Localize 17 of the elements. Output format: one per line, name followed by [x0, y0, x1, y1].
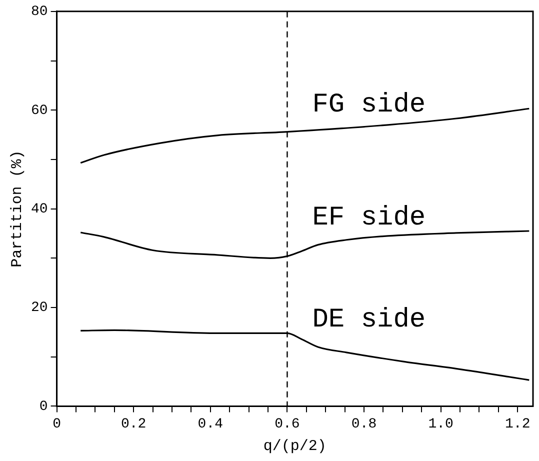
x-tick-label: 0.8: [351, 416, 377, 432]
series-label: EF side: [312, 203, 426, 234]
x-tick-label: 1.2: [505, 416, 530, 432]
x-tick-label: 0: [52, 416, 62, 432]
y-tick-label: 60: [30, 102, 48, 119]
y-axis-title: Partition (%): [8, 150, 26, 268]
x-tick-label: 1.0: [428, 416, 454, 432]
y-tick-label: 0: [39, 398, 48, 415]
y-tick-label: 80: [30, 4, 48, 20]
series-label: DE side: [312, 306, 426, 336]
x-tick-label: 0.4: [198, 416, 224, 432]
x-axis-title: q/(p/2): [263, 438, 326, 455]
x-tick-label: 0.6: [274, 416, 300, 432]
series-label: FG side: [312, 90, 426, 120]
x-tick-label: 0.2: [121, 416, 146, 432]
y-tick-label: 40: [30, 202, 48, 218]
y-tick-label: 20: [30, 300, 48, 316]
